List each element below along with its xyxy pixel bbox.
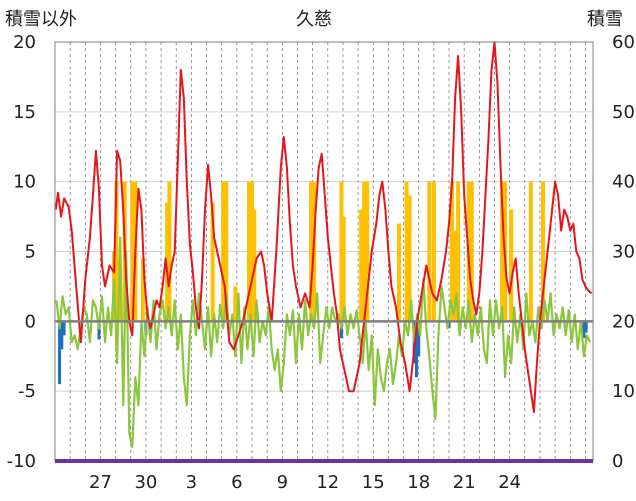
x-tick: 24 bbox=[498, 472, 521, 493]
y-right-tick: 60 bbox=[612, 32, 635, 53]
snow-bar bbox=[528, 181, 533, 322]
chart-title: 久慈 bbox=[296, 9, 332, 30]
snow-bar bbox=[362, 181, 367, 322]
blue-bar bbox=[58, 321, 62, 385]
snow-bar bbox=[509, 209, 514, 322]
snow-bar bbox=[130, 181, 135, 322]
blue-bar bbox=[60, 321, 64, 350]
snow-bar bbox=[450, 181, 455, 322]
series-lines bbox=[54, 41, 593, 449]
y-left-tick: 5 bbox=[25, 242, 36, 263]
snow-bar bbox=[339, 181, 344, 322]
x-tick: 30 bbox=[134, 472, 157, 493]
snow-bar bbox=[210, 202, 215, 322]
blue-bar bbox=[62, 321, 66, 336]
y-left-tick: 0 bbox=[25, 311, 36, 332]
snow-bar bbox=[250, 181, 255, 322]
x-tick: 12 bbox=[316, 472, 339, 493]
snow-bar bbox=[431, 181, 436, 322]
snow-bar bbox=[233, 286, 238, 322]
snow-bar bbox=[453, 230, 458, 322]
right-axis-title: 積雪 bbox=[587, 9, 623, 30]
x-tick: 9 bbox=[277, 472, 288, 493]
snow-bar bbox=[140, 258, 145, 322]
y-left-tick: 10 bbox=[13, 172, 36, 193]
snow-bar bbox=[246, 181, 251, 322]
snow-bar bbox=[341, 216, 346, 322]
y-left-tick: -5 bbox=[18, 381, 36, 402]
snow-bar bbox=[397, 223, 402, 322]
blue-bar bbox=[339, 321, 343, 339]
blue-bar bbox=[582, 321, 586, 339]
blue-bar bbox=[97, 321, 101, 340]
snow-bar bbox=[365, 181, 370, 322]
snow-bar bbox=[167, 181, 172, 322]
blue-bar bbox=[414, 321, 418, 378]
snow-bar bbox=[114, 181, 119, 322]
snow-bar bbox=[309, 181, 314, 322]
blue-bar bbox=[417, 321, 421, 357]
blue-bar bbox=[584, 321, 588, 333]
x-tick: 18 bbox=[407, 472, 430, 493]
series-line-green bbox=[55, 236, 592, 449]
x-tick: 21 bbox=[453, 472, 476, 493]
snow-bar bbox=[469, 181, 474, 322]
snow-bar bbox=[221, 181, 226, 322]
y-right-tick: 20 bbox=[612, 311, 635, 332]
y-right-tick: 30 bbox=[612, 242, 635, 263]
x-tick: 15 bbox=[362, 472, 385, 493]
y-right-tick: 40 bbox=[612, 172, 635, 193]
snow-bar bbox=[407, 195, 412, 322]
left-axis-title: 積雪以外 bbox=[5, 9, 77, 30]
x-tick: 3 bbox=[186, 472, 197, 493]
snow-bar bbox=[224, 181, 229, 322]
axes bbox=[54, 41, 594, 463]
snow-bar bbox=[404, 181, 409, 322]
snow-bar bbox=[540, 181, 545, 322]
snow-bar bbox=[359, 209, 364, 322]
snow-bar bbox=[456, 181, 461, 322]
blue-bar bbox=[447, 321, 451, 329]
x-tick: 6 bbox=[231, 472, 242, 493]
y-left-tick: 15 bbox=[13, 102, 36, 123]
y-right-tick: 50 bbox=[612, 102, 635, 123]
y-left-tick: 20 bbox=[13, 32, 36, 53]
snow-bar bbox=[500, 181, 505, 322]
snow-bar bbox=[427, 181, 432, 322]
y-right-tick: 10 bbox=[612, 381, 635, 402]
x-tick: 27 bbox=[89, 472, 112, 493]
y-right-tick: 0 bbox=[612, 451, 623, 472]
y-left-tick: -10 bbox=[7, 451, 36, 472]
series-line-red bbox=[54, 41, 593, 414]
snow-bar bbox=[165, 202, 170, 322]
